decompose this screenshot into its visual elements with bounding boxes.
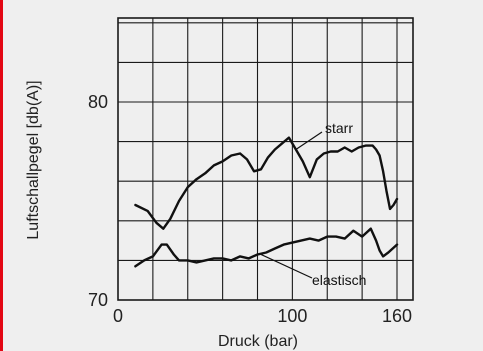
x-tick-label: 0 (113, 306, 123, 326)
x-tick-label: 100 (277, 306, 307, 326)
left-accent-bar (0, 0, 3, 351)
x-axis-label: Druck (bar) (218, 333, 298, 350)
annotation-layer: starr elastisch (260, 120, 366, 288)
series-layer (134, 136, 399, 268)
grid (118, 18, 413, 300)
series-line-elastisch (134, 227, 399, 268)
y-tick-label: 70 (88, 290, 108, 310)
y-tick-label: 80 (88, 92, 108, 112)
x-tick-label: 160 (382, 306, 412, 326)
elastisch-leader-line (260, 253, 313, 279)
starr-label: starr (325, 120, 353, 136)
plot-frame (117, 17, 414, 301)
y-axis-label: Luftschallpegel [db(A)] (25, 80, 42, 239)
elastisch-label: elastisch (312, 272, 366, 288)
starr-leader-line (295, 131, 323, 151)
series-line-starr (134, 136, 399, 230)
tick-labels: 70 80 0 100 160 (88, 92, 412, 326)
